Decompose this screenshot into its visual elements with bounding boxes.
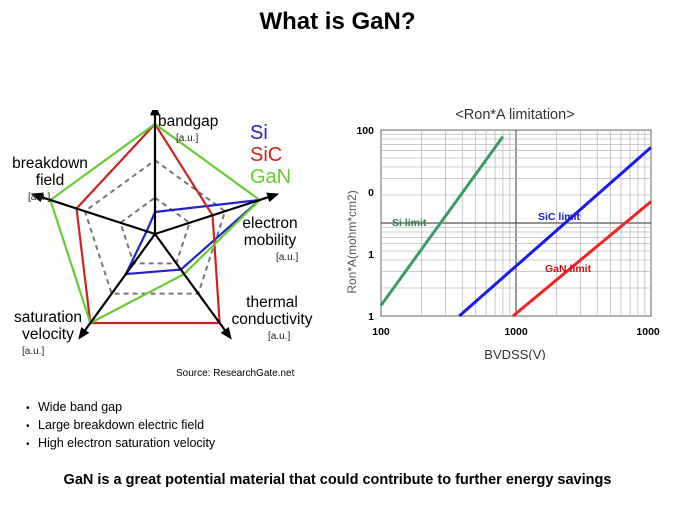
radar-axis: [154, 233, 231, 338]
ron-series: Si limit SiC limit GaN limit: [379, 135, 652, 318]
radar-series-sic: [75, 122, 221, 325]
ron-grid: [380, 129, 652, 317]
radar-axis-unit: [a.u.]: [28, 192, 50, 203]
x-tick-label: 100: [372, 326, 390, 338]
radar-axis-label: electron: [242, 215, 297, 232]
y-tick-label: 1: [368, 249, 374, 261]
legend-si: Si: [250, 122, 268, 144]
radar-axis: [154, 193, 277, 236]
radar-series-gan: [49, 122, 262, 325]
radar-axis-label: conductivity: [232, 311, 313, 328]
radar-series: [49, 122, 263, 325]
series-line-sic-limit: [458, 146, 652, 318]
radar-axis-arrowhead: [220, 327, 232, 340]
series-line-gan-limit: [512, 200, 652, 318]
x-tick-label: 10000: [636, 326, 660, 338]
y-tick-label: 1: [368, 311, 374, 323]
legend-sic: SiC: [250, 144, 282, 166]
ron-a-chart: <Ron*A limitation> Si limit SiC limit GaN …: [345, 107, 660, 360]
conclusion-text: GaN is a great potential material that c…: [63, 472, 612, 488]
y-tick-label: 100: [356, 125, 374, 137]
bullet-item: High electron saturation velocity: [26, 435, 215, 453]
radar-axis-unit: [a.u.]: [176, 133, 198, 144]
bullet-item: Wide band gap: [26, 399, 215, 417]
radar-axes: [30, 110, 280, 340]
radar-axis-label: breakdown: [12, 155, 88, 172]
radar-series-si: [124, 198, 263, 276]
radar-axis-unit: [a.u.]: [22, 346, 44, 357]
y-tick-label: 0: [368, 187, 374, 199]
radar-axis: [79, 233, 156, 338]
radar-axis-label: field: [36, 172, 64, 189]
series-label: Si limit: [392, 217, 427, 229]
radar-axis: [33, 193, 156, 236]
radar-axis-label: mobility: [244, 232, 297, 249]
page-title: What is GaN?: [259, 8, 416, 35]
radar-axis-unit: [a.u.]: [268, 331, 290, 342]
series-label: SiC limit: [538, 211, 581, 223]
legend-gan: GaN: [250, 166, 291, 188]
radar-axis-arrowhead: [266, 192, 280, 203]
bullet-list: Wide band gap Large breakdown electric f…: [26, 399, 215, 453]
chart-title: <Ron*A limitation>: [455, 107, 574, 123]
bullet-item: Large breakdown electric field: [26, 417, 215, 435]
radar-grid-ring: [83, 159, 227, 295]
source-caption: Source: ResearchGate.net: [176, 368, 295, 379]
radar-axis-label: saturation: [14, 309, 82, 326]
ron-ticks: 100 1000 10000 1 1 0 100: [356, 125, 660, 338]
x-axis-label: BVDSS(V): [484, 347, 545, 360]
series-label: GaN limit: [545, 263, 592, 275]
radar-axis-unit: [a.u.]: [276, 252, 298, 263]
radar-grid: [83, 159, 227, 295]
radar-axis-arrowhead: [150, 110, 160, 116]
radar-axis-label: velocity: [22, 326, 74, 343]
x-tick-label: 1000: [504, 326, 528, 338]
y-axis-label: Ron*A(mohm*cm2): [345, 190, 359, 293]
radar-axis-label: bandgap: [158, 113, 218, 130]
series-line-si-limit: [379, 135, 505, 307]
radar-axis-arrowhead: [30, 192, 44, 203]
radar-axis-label: thermal: [246, 294, 298, 311]
radar-axis-arrowhead: [78, 327, 90, 340]
